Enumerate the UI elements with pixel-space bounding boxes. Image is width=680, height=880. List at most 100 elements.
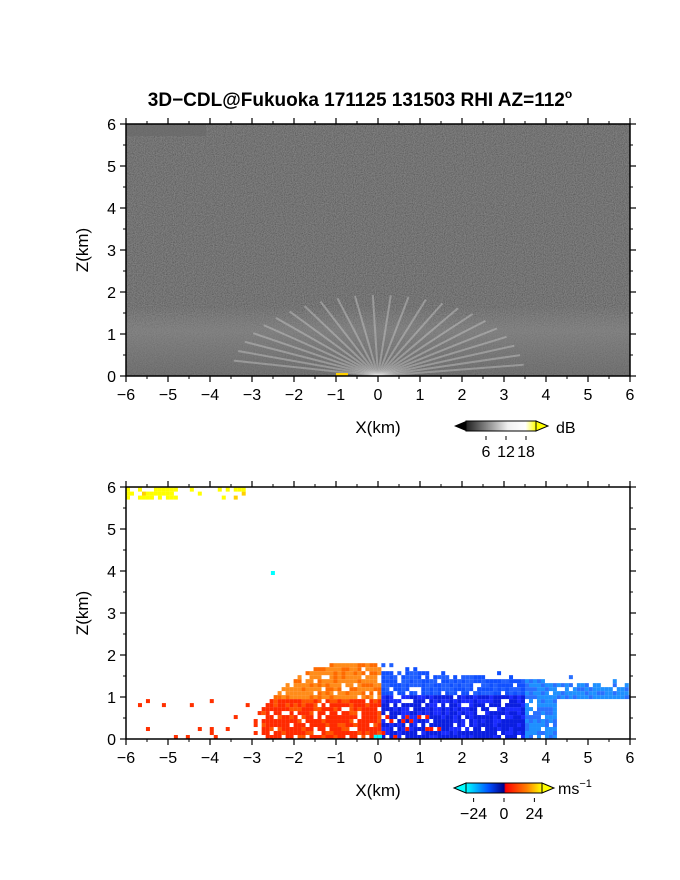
- velocity-pixel: [417, 711, 422, 716]
- velocity-pixel: [481, 699, 486, 704]
- velocity-pixel: [317, 691, 322, 696]
- velocity-pixel: [309, 679, 314, 684]
- velocity-pixel: [293, 691, 298, 696]
- velocity-pixel: [536, 727, 541, 732]
- velocity-pixel: [540, 679, 545, 684]
- velocity-pixel: [393, 711, 398, 716]
- y-tick-label: 6: [107, 480, 116, 497]
- velocity-pixel: [501, 687, 506, 692]
- velocity-pixel: [461, 675, 466, 680]
- velocity-pixel: [525, 723, 529, 728]
- velocity-pixel: [453, 719, 458, 724]
- velocity-pixel: [445, 735, 450, 739]
- velocity-pixel: [473, 735, 478, 739]
- velocity-pixel: [329, 723, 334, 728]
- velocity-pixel: [405, 695, 410, 700]
- velocity-pixel: [381, 691, 386, 696]
- velocity-pixel: [373, 715, 378, 720]
- velocity-pixel: [173, 487, 178, 492]
- velocity-pixel: [265, 719, 270, 724]
- velocity-pixel: [345, 671, 350, 676]
- velocity-pixel: [505, 711, 510, 716]
- velocity-pixel: [433, 735, 438, 739]
- velocity-pixel: [373, 703, 378, 708]
- velocity-pixel: [137, 487, 142, 492]
- velocity-pixel: [596, 687, 601, 692]
- velocity-pixel: [309, 683, 314, 688]
- velocity-pixel: [373, 663, 378, 668]
- velocity-pixel: [509, 719, 514, 724]
- velocity-pixel: [389, 735, 394, 739]
- velocity-pixel: [341, 703, 346, 708]
- velocity-pixel: [277, 691, 282, 696]
- velocity-pixel: [481, 707, 486, 712]
- velocity-pixel: [552, 719, 557, 724]
- velocity-pixel: [477, 703, 482, 708]
- velocity-pixel: [365, 715, 370, 720]
- velocity-pixel: [441, 679, 446, 684]
- upper-left-echo: [126, 124, 206, 136]
- velocity-pixel: [445, 691, 450, 696]
- velocity-pixel: [477, 715, 482, 720]
- velocity-pixel: [401, 719, 406, 724]
- velocity-pixel: [237, 487, 242, 492]
- velocity-pixel: [505, 683, 510, 688]
- velocity-pixel: [369, 671, 374, 676]
- velocity-pixel: [225, 487, 230, 492]
- velocity-pixel: [321, 727, 326, 732]
- velocity-pixel: [413, 699, 418, 704]
- velocity-pixel: [261, 719, 266, 724]
- velocity-pixel: [297, 735, 302, 739]
- velocity-pixel: [445, 711, 450, 716]
- velocity-pixel: [365, 711, 370, 716]
- velocity-pixel: [449, 699, 454, 704]
- velocity-pixel: [536, 699, 541, 704]
- velocity-pixel: [341, 671, 346, 676]
- velocity-pixel: [365, 675, 370, 680]
- velocity-pixel: [389, 679, 394, 684]
- velocity-pixel: [329, 675, 334, 680]
- velocity-pixel: [409, 675, 414, 680]
- velocity-pixel: [417, 699, 422, 704]
- scan-ray: [371, 295, 379, 376]
- velocity-pixel: [209, 699, 214, 704]
- velocity-pixel: [616, 687, 621, 692]
- velocity-pixel: [397, 719, 402, 724]
- velocity-pixel: [449, 679, 454, 684]
- velocity-pixel: [393, 731, 398, 736]
- velocity-pixel: [489, 695, 494, 700]
- velocity-pixel: [321, 731, 326, 736]
- velocity-pixel: [293, 699, 298, 704]
- velocity-pixel: [389, 727, 394, 732]
- velocity-pixel: [333, 727, 338, 732]
- velocity-pixel: [473, 727, 478, 732]
- x-tick-label: 4: [542, 750, 551, 767]
- velocity-pixel: [620, 695, 625, 700]
- velocity-pixel: [505, 731, 510, 736]
- scan-ray: [253, 332, 379, 376]
- velocity-pixel: [221, 495, 226, 500]
- velocity-pixel: [465, 707, 470, 712]
- velocity-pixel: [273, 719, 278, 724]
- velocity-pixel: [373, 723, 378, 728]
- velocity-pixel: [333, 695, 338, 700]
- velocity-pixel: [309, 691, 314, 696]
- velocity-pixel: [381, 711, 386, 716]
- velocity-pixel: [277, 715, 282, 720]
- velocity-pixel: [493, 695, 498, 700]
- velocity-pixel: [369, 687, 374, 692]
- velocity-pixel: [393, 699, 398, 704]
- velocity-pixel: [608, 695, 613, 700]
- velocity-pixel: [457, 687, 462, 692]
- velocity-pixel: [421, 691, 426, 696]
- velocity-pixel: [213, 735, 218, 739]
- velocity-pixel: [477, 679, 482, 684]
- velocity-pixel: [489, 735, 494, 739]
- velocity-pixel: [465, 683, 470, 688]
- velocity-pixel: [532, 731, 537, 736]
- velocity-pixel: [584, 691, 589, 696]
- x-tick-label: −6: [117, 387, 135, 404]
- velocity-pixel: [540, 711, 545, 716]
- velocity-pixel: [564, 695, 569, 700]
- velocity-pixel: [169, 491, 174, 496]
